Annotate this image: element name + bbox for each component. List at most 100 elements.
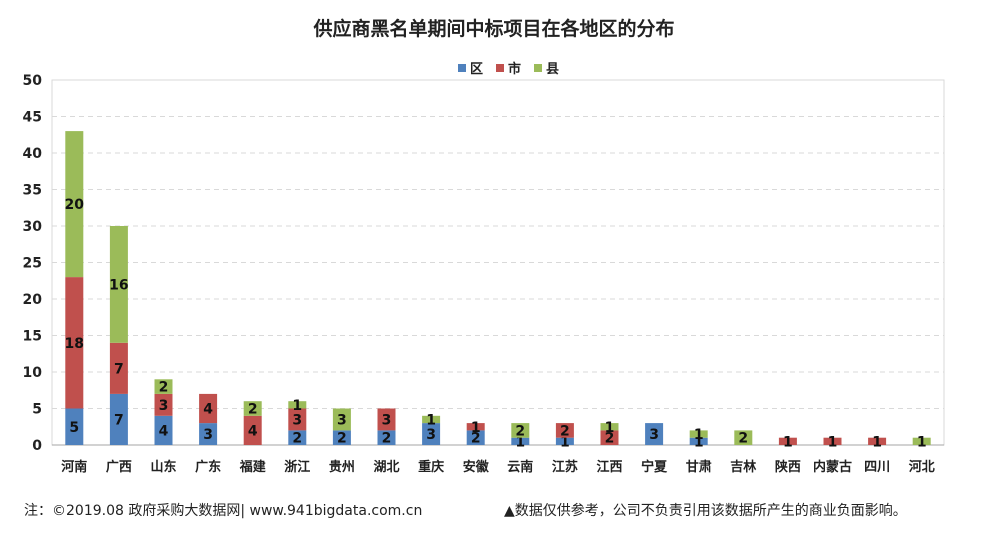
data-label: 2 xyxy=(471,431,481,447)
x-tick-label: 宁夏 xyxy=(641,459,668,475)
data-label: 1 xyxy=(292,398,302,414)
data-label: 1 xyxy=(560,434,570,450)
x-tick-label: 四川 xyxy=(864,460,890,475)
data-label: 3 xyxy=(159,398,169,414)
bar-segment xyxy=(600,423,619,431)
legend-label: 市 xyxy=(508,61,521,77)
chart-title: 供应商黑名单期间中标项目在各地区的分布 xyxy=(313,18,675,40)
data-label: 5 xyxy=(69,420,79,436)
data-label: 3 xyxy=(382,412,392,428)
bar-segment xyxy=(823,437,842,445)
footer-note: 注：©2019.08 政府采购大数据网| www.941bigdata.com.… xyxy=(24,503,423,519)
data-label: 2 xyxy=(605,431,615,447)
x-tick-label: 甘肃 xyxy=(686,459,712,475)
data-label: 1 xyxy=(605,420,615,436)
bar-segment xyxy=(332,430,351,445)
bar-segment xyxy=(288,401,307,409)
x-tick-label: 云南 xyxy=(507,459,533,475)
bar-segment xyxy=(734,430,753,445)
bar-segment xyxy=(154,393,173,416)
x-tick-label: 江苏 xyxy=(552,459,578,475)
data-label: 1 xyxy=(515,434,525,450)
data-label: 1 xyxy=(917,434,927,450)
data-label: 4 xyxy=(203,402,213,418)
bar-segment xyxy=(377,408,396,431)
bar-segment xyxy=(689,430,708,438)
bar-segment xyxy=(466,430,485,445)
y-tick-label: 30 xyxy=(23,219,43,235)
x-tick-label: 福建 xyxy=(239,459,266,475)
x-tick-label: 江西 xyxy=(596,459,622,475)
bar-segment xyxy=(422,423,441,445)
data-label: 2 xyxy=(515,423,525,439)
x-tick-label: 广东 xyxy=(195,459,221,475)
data-label: 2 xyxy=(560,423,570,439)
data-label: 1 xyxy=(426,412,436,428)
bar-segment xyxy=(109,393,128,445)
legend-swatch xyxy=(534,64,542,72)
x-tick-label: 陕西 xyxy=(775,459,801,475)
y-tick-label: 20 xyxy=(23,292,43,308)
data-label: 3 xyxy=(426,427,436,443)
legend-swatch xyxy=(458,64,466,72)
y-tick-label: 0 xyxy=(32,438,42,454)
data-label: 2 xyxy=(337,431,347,447)
x-tick-label: 重庆 xyxy=(418,459,444,475)
gridlines xyxy=(52,79,944,446)
bar-segment xyxy=(600,430,619,445)
bar-segment xyxy=(154,415,173,445)
y-tick-label: 10 xyxy=(23,365,43,381)
x-tick-label: 湖北 xyxy=(373,460,399,475)
y-tick-label: 50 xyxy=(23,73,43,89)
bar-segment xyxy=(109,342,128,394)
x-tick-label: 安徽 xyxy=(463,459,490,475)
bar-segment xyxy=(466,423,485,431)
x-tick-label: 贵州 xyxy=(329,459,355,475)
data-label: 3 xyxy=(203,427,213,443)
x-tick-label: 吉林 xyxy=(730,459,756,475)
data-label: 3 xyxy=(649,427,659,443)
legend-label: 区 xyxy=(470,62,483,77)
data-label: 1 xyxy=(828,434,838,450)
data-label: 1 xyxy=(694,427,704,443)
bar-segment xyxy=(689,437,708,445)
bar-segment xyxy=(288,430,307,445)
bar-segment xyxy=(422,415,441,424)
bar-segment xyxy=(555,437,574,445)
data-label: 3 xyxy=(292,412,302,428)
x-tick-label: 河北 xyxy=(909,459,935,475)
data-label: 18 xyxy=(65,336,84,352)
data-label: 2 xyxy=(248,402,258,418)
data-label: 4 xyxy=(248,423,258,439)
footer-disclaimer: ▲数据仅供参考，公司不负责引用该数据所产生的商业负面影响。 xyxy=(504,503,907,519)
bar-segment xyxy=(243,415,262,445)
x-tick-label: 浙江 xyxy=(284,459,310,475)
x-tick-label: 河南 xyxy=(61,459,87,475)
y-tick-label: 15 xyxy=(23,329,42,345)
bar-segment xyxy=(154,379,173,394)
bar-segment xyxy=(377,430,396,445)
bar-segment xyxy=(65,408,84,445)
data-label: 1 xyxy=(872,434,882,450)
data-label: 3 xyxy=(337,412,347,428)
y-tick-label: 25 xyxy=(23,256,42,272)
bar-segment xyxy=(199,393,218,424)
data-label: 2 xyxy=(159,380,169,396)
legend: 区市县 xyxy=(458,61,559,77)
bar-segment xyxy=(511,437,530,445)
x-tick-label: 山东 xyxy=(150,459,176,475)
y-tick-label: 40 xyxy=(23,146,43,162)
legend-label: 县 xyxy=(546,62,559,77)
bar-segment xyxy=(511,423,530,438)
data-label: 7 xyxy=(114,412,124,428)
data-label: 16 xyxy=(109,277,128,293)
bar-segment xyxy=(243,401,262,416)
y-tick-label: 45 xyxy=(23,110,42,126)
bar-segment xyxy=(109,226,128,343)
x-tick-label: 内蒙古 xyxy=(813,459,852,475)
data-label: 2 xyxy=(292,431,302,447)
y-axis-ticks: 0 5 10 15 20 25 30 35 40 45 50 xyxy=(23,73,43,454)
data-label: 2 xyxy=(738,431,748,447)
